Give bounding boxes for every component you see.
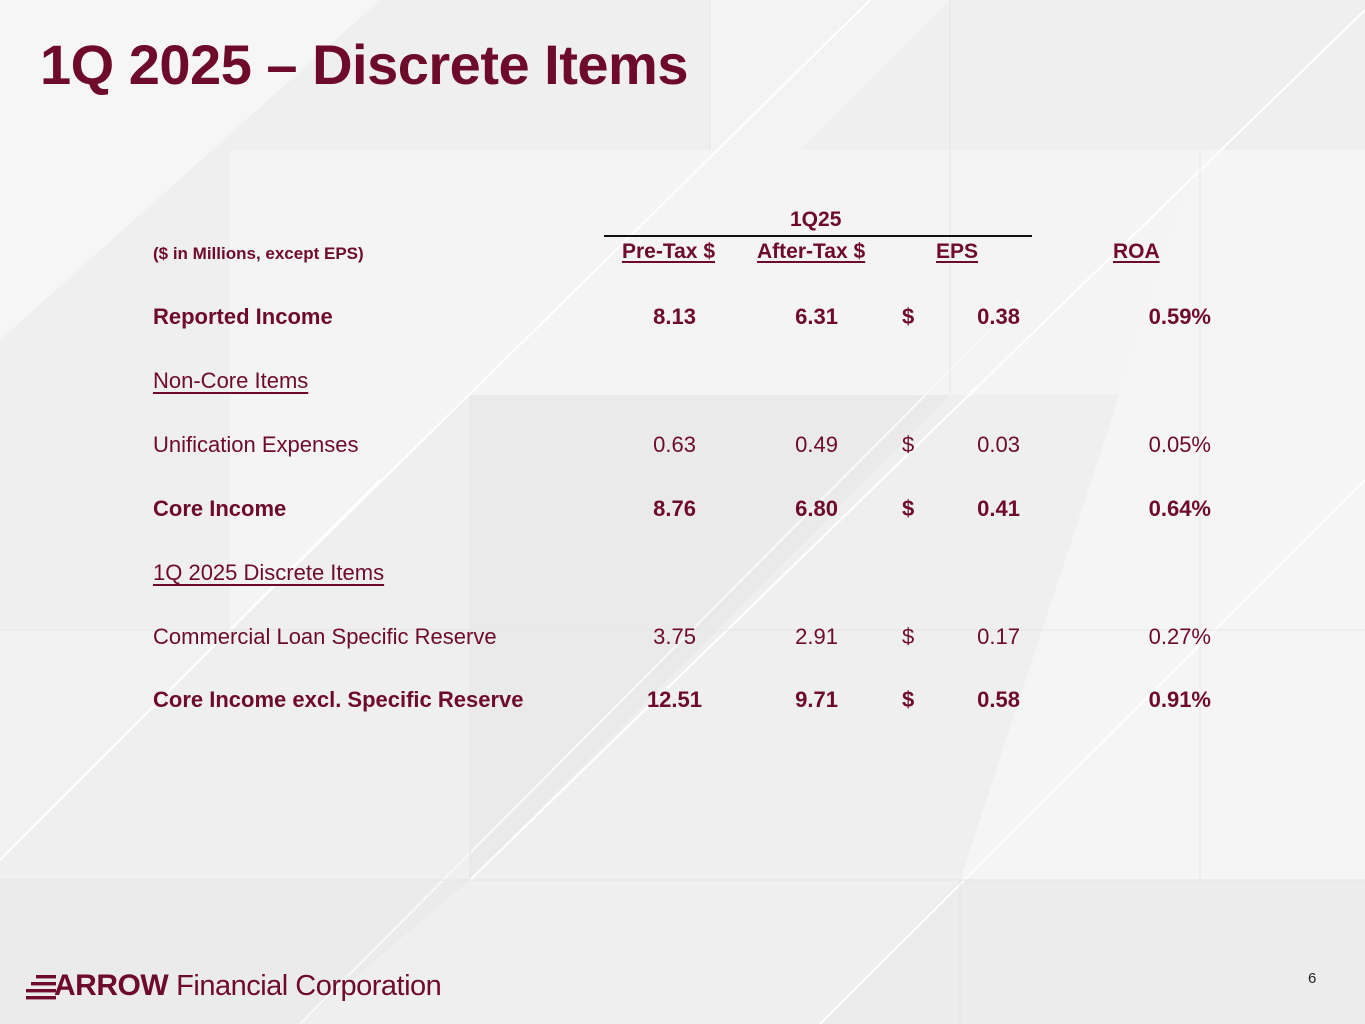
section-label-non-core-items: Non-Core Items <box>153 368 309 393</box>
cell-aftertax: 6.80 <box>795 496 838 521</box>
cell-aftertax: 0.49 <box>795 432 838 457</box>
cell-eps: 0.03 <box>977 432 1020 457</box>
cell-eps: 0.17 <box>977 624 1020 649</box>
cell-pretax: 3.75 <box>653 624 696 649</box>
cell-eps: 0.41 <box>977 496 1020 521</box>
row-label-commercial-loan-specific-reserve: Commercial Loan Specific Reserve <box>153 624 497 649</box>
cell-roa: 0.64% <box>1148 496 1211 521</box>
cell-eps-symbol: $ <box>902 432 915 457</box>
slide-title: 1Q 2025 – Discrete Items <box>40 33 688 96</box>
cell-eps-symbol: $ <box>902 496 915 521</box>
row-label-reported-income: Reported Income <box>153 304 333 329</box>
cell-eps-symbol: $ <box>902 624 915 649</box>
group-header-rule <box>604 235 1032 237</box>
arrow-logo-icon <box>26 975 56 1000</box>
cell-aftertax: 6.31 <box>795 304 838 329</box>
cell-pretax: 0.63 <box>653 432 696 457</box>
page-number: 6 <box>1308 970 1317 987</box>
cell-eps: 0.58 <box>977 687 1020 712</box>
section-label-discrete-items: 1Q 2025 Discrete Items <box>153 560 385 585</box>
group-header: 1Q25 <box>790 208 842 231</box>
cell-eps-symbol: $ <box>902 304 915 329</box>
units-label: ($ in Millions, except EPS) <box>153 244 364 263</box>
logo-subtitle: Financial Corporation <box>176 969 442 1002</box>
cell-pretax: 8.13 <box>653 304 696 329</box>
col-header-aftertax: After-Tax $ <box>757 240 866 263</box>
col-header-roa: ROA <box>1113 240 1160 263</box>
cell-roa: 0.91% <box>1148 687 1211 712</box>
cell-aftertax: 9.71 <box>795 687 838 712</box>
cell-pretax: 8.76 <box>653 496 696 521</box>
cell-eps: 0.38 <box>977 304 1020 329</box>
cell-pretax: 12.51 <box>646 687 702 712</box>
col-header-pretax: Pre-Tax $ <box>622 240 715 263</box>
cell-roa: 0.27% <box>1148 624 1211 649</box>
row-label-unification-expenses: Unification Expenses <box>153 432 359 457</box>
cell-eps-symbol: $ <box>902 687 915 712</box>
cell-roa: 0.59% <box>1148 304 1211 329</box>
company-logo: ARROW Financial Corporation <box>26 968 442 1004</box>
logo-wordmark: ARROW <box>54 969 169 1002</box>
row-label-core-income-excl-specific-reserve: Core Income excl. Specific Reserve <box>153 687 524 712</box>
col-header-eps: EPS <box>936 240 979 263</box>
cell-roa: 0.05% <box>1148 432 1211 457</box>
cell-aftertax: 2.91 <box>795 624 838 649</box>
row-label-core-income: Core Income <box>153 496 287 521</box>
